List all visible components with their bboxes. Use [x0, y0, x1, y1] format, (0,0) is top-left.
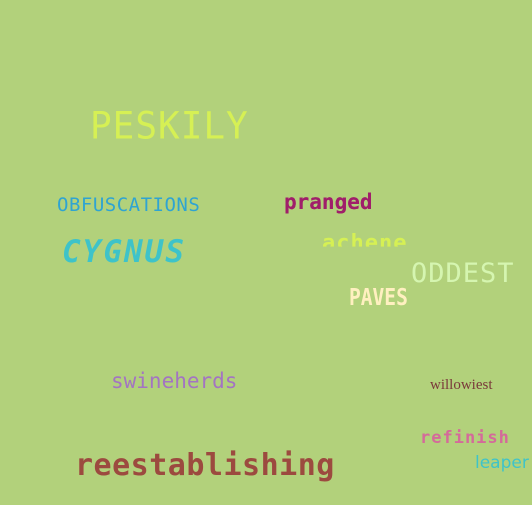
word-achene: achene: [322, 231, 408, 256]
word-reestablishing: reestablishing: [75, 448, 335, 483]
word-cygnus: CYGNUS: [62, 234, 186, 270]
word-swineherds: swineherds: [111, 369, 238, 393]
word-peskily: PESKILY: [90, 104, 249, 148]
word-refinish: refinish: [420, 428, 510, 448]
word-leaper: leaper: [475, 453, 529, 473]
word-pranged: pranged: [284, 190, 373, 214]
word-obfuscations: OBFUSCATIONS: [57, 194, 201, 216]
word-willowiest: willowiest: [430, 377, 493, 393]
word-oddest: ODDEST: [411, 258, 515, 289]
word-paves: PAVES: [349, 285, 408, 311]
